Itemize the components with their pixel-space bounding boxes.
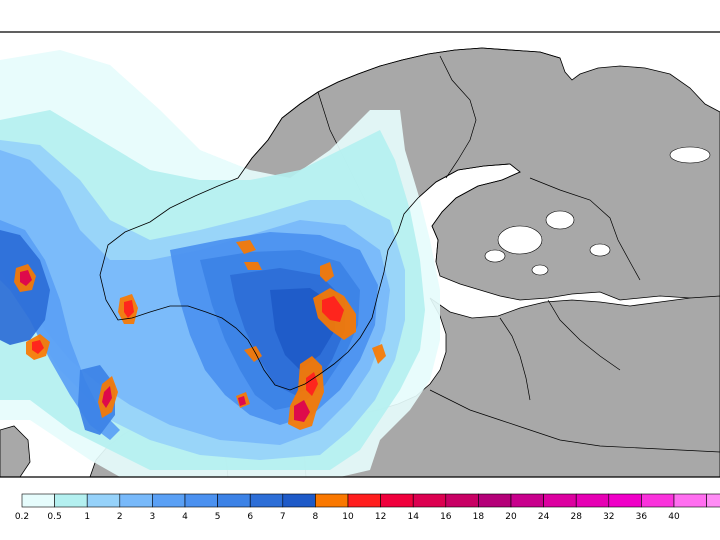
legend-tick-label: 8 [313,512,319,522]
legend-swatch [543,493,577,508]
legend-swatch [217,493,251,508]
legend-swatch [510,493,544,508]
legend-swatch [608,493,642,508]
legend-swatch [21,493,55,508]
legend-tick-label: 12 [375,512,386,522]
legend-tick-label: 2 [117,512,123,522]
legend-tick-label: 6 [247,512,253,522]
legend-swatch [152,493,186,508]
legend-swatch [249,493,284,508]
legend-tick-label: 5 [215,512,221,522]
legend-tick-label: 36 [636,512,648,522]
coastlines [99,47,561,391]
legend-tick-label: 14 [407,512,419,522]
legend-tick-label: 10 [342,512,354,522]
legend-swatch [412,493,447,508]
legend-swatch [315,493,349,508]
legend-tick-label: 18 [473,512,485,522]
legend-swatch [184,493,218,508]
legend-swatch [347,493,381,508]
legend-tick-label: 0.5 [47,512,61,522]
legend-swatch [86,493,121,508]
land-britain-edge [0,425,31,478]
legend-swatch [641,493,675,508]
legend-tick-label: 3 [150,512,156,522]
legend-tick-label: 4 [182,512,188,522]
legend-swatch [706,493,720,508]
legend-swatch [445,493,479,508]
legend-swatch [673,493,707,508]
legend-swatch [119,493,153,508]
legend-swatch [282,493,316,508]
legend-tick-label: 1 [84,512,90,522]
legend-tick-label: 32 [603,512,614,522]
legend-tick-label: 16 [440,512,452,522]
legend-swatch [478,493,512,508]
legend-tick-label: 24 [538,512,550,522]
precipitation-legend: 0.2 0.5 1 2 3 4 5 6 7 8 10 12 14 16 18 20 24 28 32 36 40 [15,493,720,522]
legend-tick-label: 7 [280,512,286,522]
legend-tick-label: 0.2 [15,512,29,522]
legend-tick-label: 28 [570,512,582,522]
legend-tick-label: 20 [505,512,517,522]
legend-swatch [54,493,88,508]
legend-tick-label: 40 [668,512,680,522]
legend-swatch [575,493,610,508]
precipitation-field [0,50,440,477]
legend-swatch [380,493,414,508]
